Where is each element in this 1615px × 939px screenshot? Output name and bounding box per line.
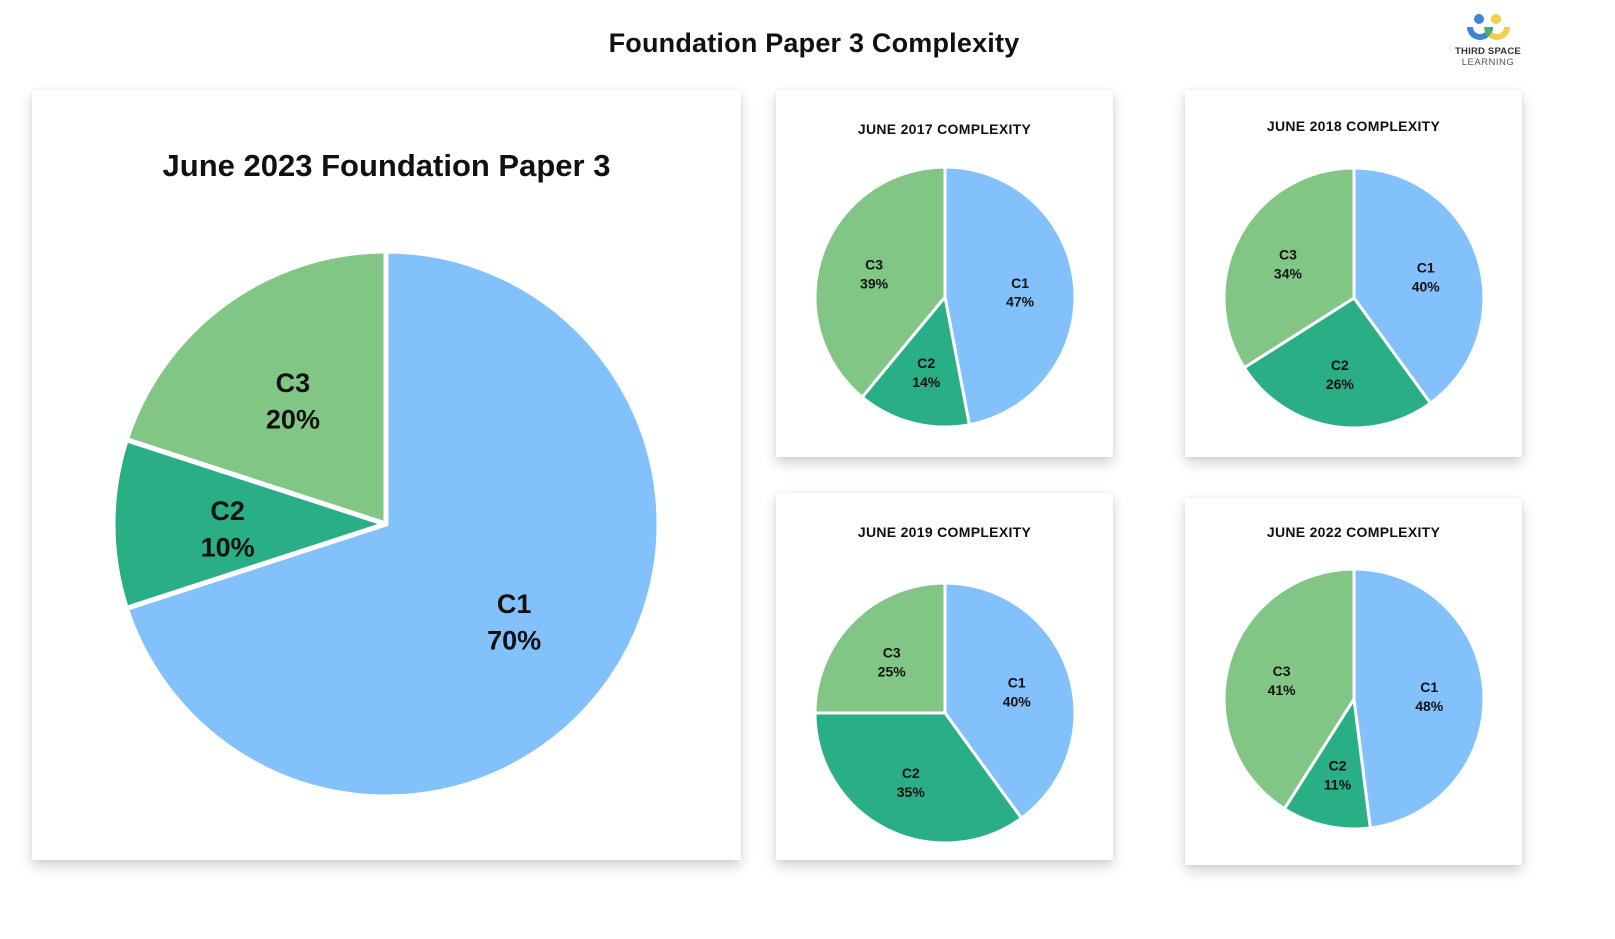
pie-slice-c2 (1242, 296, 1432, 430)
logo-smile-icon (1467, 14, 1510, 40)
pie-chart-2018: C1 40% C2 26% C3 34% (1222, 166, 1486, 430)
pie-slice-c1 (943, 165, 1077, 427)
slice-label-c2: C2 35% (897, 765, 926, 800)
slice-label-c3: C3 25% (878, 645, 907, 680)
pie-slice-c1 (943, 581, 1077, 820)
third-space-learning-logo: THIRD SPACE LEARNING (1450, 12, 1526, 74)
chart-title-2019: JUNE 2019 COMPLEXITY (857, 524, 1032, 540)
pie-chart-2017: C1 47% C2 14% C3 39% (813, 165, 1077, 429)
chart-title-2017: JUNE 2017 COMPLEXITY (857, 121, 1032, 137)
logo-line-2: LEARNING (1461, 57, 1515, 68)
pie-chart-2022: C1 48% C2 11% C3 41% (1222, 567, 1486, 831)
pie-slice-c3 (813, 581, 947, 715)
slice-label-c3: C3 41% (1268, 663, 1297, 698)
chart-card-2018: JUNE 2018 COMPLEXITY C1 40% C2 26% C3 34% (1185, 90, 1522, 457)
pie-slice-c2 (813, 711, 1023, 845)
slice-label-c1: C1 47% (1006, 275, 1035, 310)
slice-label-c1: C1 40% (1412, 260, 1441, 295)
pie-chart-2023: C1 70% C2 10% C3 20% (110, 248, 662, 800)
slice-label-c3: C3 20% (266, 368, 320, 434)
chart-title-2018: JUNE 2018 COMPLEXITY (1266, 118, 1441, 134)
slice-label-c2: C2 11% (1324, 757, 1352, 792)
pie-slice-c3 (1222, 166, 1356, 370)
pie-slice-c2 (110, 437, 389, 611)
pie-chart-2019: C1 40% C2 35% C3 25% (813, 581, 1077, 845)
pie-slice-c2 (860, 295, 971, 429)
slice-label-c2: C2 10% (201, 496, 255, 562)
pie-slice-c2 (1282, 697, 1372, 831)
pie-slice-c3 (123, 248, 389, 527)
main-chart-card: June 2023 Foundation Paper 3 C1 70% C2 10% C… (32, 90, 741, 860)
slice-label-c3: C3 34% (1274, 247, 1303, 282)
pie-slice-c1 (123, 248, 662, 800)
main-chart-title: June 2023 Foundation Paper 3 (162, 148, 611, 183)
chart-card-2022: JUNE 2022 COMPLEXITY C1 48% C2 11% C3 41% (1185, 498, 1522, 865)
pie-slice-c1 (1352, 567, 1486, 830)
pie-slice-c3 (813, 165, 947, 399)
slice-label-c1: C1 70% (487, 589, 541, 655)
page-title: Foundation Paper 3 Complexity (608, 28, 1020, 58)
logo-line-1: THIRD SPACE (1455, 46, 1521, 57)
slice-label-c3: C3 39% (860, 256, 889, 291)
slice-label-c2: C2 26% (1326, 357, 1355, 392)
chart-card-2017: JUNE 2017 COMPLEXITY C1 47% C2 14% C3 39% (776, 90, 1113, 457)
chart-card-2019: JUNE 2019 COMPLEXITY C1 40% C2 35% C3 25% (776, 493, 1113, 860)
slice-label-c1: C1 40% (1003, 675, 1032, 710)
pie-slice-c3 (1222, 567, 1356, 811)
chart-title-2022: JUNE 2022 COMPLEXITY (1266, 524, 1441, 540)
slice-label-c2: C2 14% (912, 355, 941, 390)
pie-slice-c1 (1352, 166, 1486, 405)
slice-label-c1: C1 48% (1415, 679, 1444, 714)
